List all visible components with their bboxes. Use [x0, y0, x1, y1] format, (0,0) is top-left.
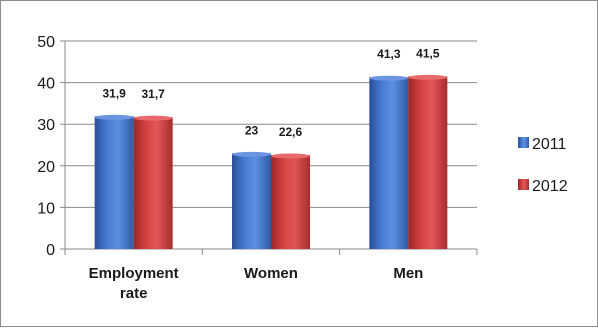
data-label: 41,3 — [377, 47, 401, 61]
y-tick-label: 40 — [37, 76, 55, 93]
legend-swatch-2012 — [518, 179, 529, 190]
y-tick-label: 50 — [37, 34, 55, 51]
y-tick-label: 20 — [37, 159, 55, 176]
bar-2012-0 — [133, 117, 173, 250]
bar-top — [271, 153, 310, 159]
x-category-label: Men — [393, 265, 423, 282]
legend-label-2012: 2012 — [532, 178, 568, 195]
bar-2012-2 — [408, 76, 448, 249]
bar-top — [94, 114, 134, 120]
data-label: 41,5 — [416, 46, 440, 60]
bar-2011-0 — [94, 116, 134, 250]
data-labels: 31,9 31,7 23 22,6 41,3 41,5 — [102, 46, 439, 139]
legend-swatch-2011 — [518, 137, 529, 148]
y-tick-label: 10 — [37, 200, 55, 217]
bar-2012-1 — [271, 154, 310, 249]
axes: 0 10 20 30 40 50 Employment rate Women Men — [37, 34, 478, 302]
data-label: 31,7 — [141, 87, 165, 101]
data-label: 22,6 — [279, 125, 303, 139]
legend-label-2011: 2011 — [532, 136, 567, 153]
x-category-label: Women — [244, 265, 298, 282]
bars — [94, 74, 448, 250]
x-category-label: rate — [120, 285, 148, 302]
legend: 2011 2012 — [518, 136, 568, 195]
bar-top — [369, 75, 409, 81]
data-label: 23 — [245, 123, 259, 137]
bar-2011-1 — [232, 153, 271, 249]
data-label: 31,9 — [102, 86, 126, 100]
bar-top — [408, 74, 448, 80]
bar-2011-2 — [369, 77, 409, 249]
x-category-label: Employment — [89, 265, 179, 282]
bar-top — [232, 151, 271, 157]
bar-top — [133, 115, 173, 121]
y-tick-label: 30 — [37, 117, 55, 134]
y-tick-label: 0 — [46, 242, 55, 259]
